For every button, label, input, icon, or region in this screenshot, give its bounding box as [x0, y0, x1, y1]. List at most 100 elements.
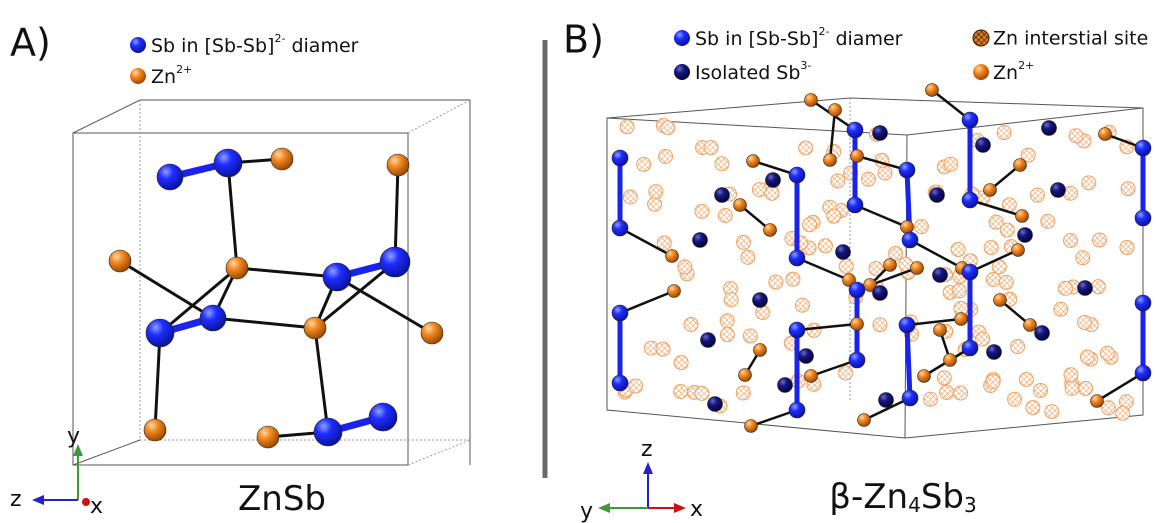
legend-entry: Zn interstial site — [993, 28, 1148, 50]
atom — [884, 259, 897, 272]
atom — [741, 250, 755, 264]
atom — [836, 245, 851, 260]
axis-label: y — [580, 499, 593, 523]
atom — [789, 250, 805, 266]
atom — [899, 317, 915, 333]
atom — [926, 84, 939, 97]
atom — [994, 294, 1007, 307]
atom — [720, 328, 734, 342]
atom — [765, 186, 779, 200]
atom — [1064, 234, 1078, 248]
atom — [674, 356, 688, 370]
atom — [756, 305, 770, 319]
atom — [678, 260, 692, 274]
atom — [661, 121, 675, 135]
atom — [944, 354, 957, 367]
atom — [1065, 381, 1079, 395]
atom — [623, 190, 637, 204]
legend-entry: Sb in [Sb-Sb]2- diamer — [151, 32, 359, 57]
atom — [1135, 365, 1151, 381]
atom — [824, 154, 837, 167]
atom — [858, 414, 871, 427]
atom — [715, 157, 729, 171]
atom — [1041, 214, 1055, 228]
atom — [754, 344, 767, 357]
bond — [797, 324, 857, 330]
atom — [976, 138, 991, 153]
axis-label: z — [641, 437, 653, 462]
atom — [323, 263, 351, 291]
atom — [1100, 346, 1114, 360]
atom — [849, 282, 865, 298]
atom — [1091, 395, 1104, 408]
atom — [144, 419, 166, 441]
atom — [789, 167, 805, 183]
atom — [962, 112, 978, 128]
legend-entry: Zn2+ — [993, 59, 1034, 84]
atom — [1135, 140, 1151, 156]
unit-cell-a — [73, 100, 470, 465]
atom — [620, 120, 634, 134]
axis-label: z — [10, 487, 22, 512]
atom — [1030, 188, 1044, 202]
atom — [1024, 319, 1037, 332]
atom — [257, 426, 279, 448]
atom — [747, 155, 760, 168]
atom — [737, 235, 751, 249]
atom — [984, 184, 997, 197]
atom — [1064, 368, 1078, 382]
atom — [818, 239, 832, 253]
atom — [724, 293, 738, 307]
atom — [1045, 405, 1059, 419]
atom — [1116, 406, 1130, 420]
atom — [847, 122, 863, 138]
atom — [612, 220, 628, 236]
legend-icon — [130, 37, 146, 53]
atom — [704, 141, 718, 155]
structure-b — [612, 84, 1151, 433]
atom — [718, 208, 732, 222]
atom — [778, 378, 793, 393]
atom — [1080, 350, 1094, 364]
atom — [1082, 176, 1096, 190]
atom — [146, 319, 174, 347]
atom — [739, 369, 752, 382]
atom — [962, 192, 978, 208]
atom — [684, 317, 698, 331]
legend-icon — [973, 64, 989, 80]
atom — [736, 386, 750, 400]
atom — [1099, 128, 1112, 141]
atom — [918, 370, 931, 383]
atom — [851, 150, 864, 163]
atom — [659, 149, 673, 163]
atom — [999, 275, 1013, 289]
atom — [629, 379, 643, 393]
atom — [930, 188, 945, 203]
atom — [612, 375, 628, 391]
atom — [1019, 372, 1033, 386]
bond — [120, 261, 213, 318]
bond — [907, 325, 910, 398]
atom — [612, 305, 628, 321]
atom — [693, 233, 708, 248]
atom — [271, 148, 293, 170]
atom — [752, 183, 766, 197]
atom — [1054, 302, 1068, 316]
atom — [695, 204, 709, 218]
atom — [799, 141, 813, 155]
atom — [637, 157, 651, 171]
atom — [914, 220, 928, 234]
atom — [674, 385, 688, 399]
atom — [799, 349, 814, 364]
atom — [839, 366, 853, 380]
atom — [940, 385, 954, 399]
atom — [952, 284, 966, 298]
atom — [387, 154, 409, 176]
atom — [955, 313, 968, 326]
bond — [620, 291, 674, 313]
bond — [228, 163, 237, 268]
atom — [369, 403, 397, 431]
atom — [314, 418, 342, 446]
atom — [1120, 241, 1134, 255]
bond — [237, 268, 337, 277]
